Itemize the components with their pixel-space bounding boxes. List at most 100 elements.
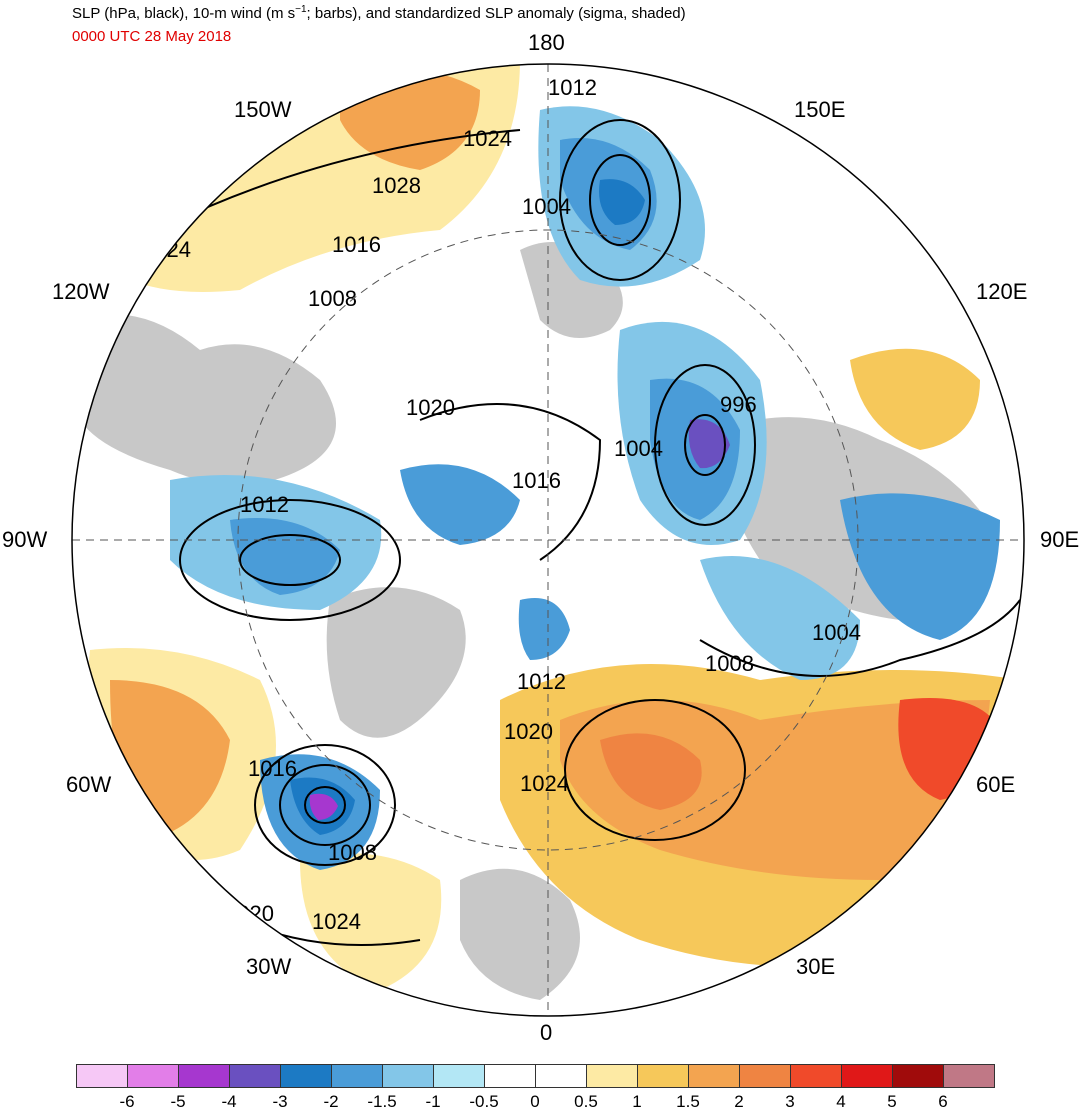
colorbar-swatch <box>892 1064 944 1088</box>
isobar-label: 1020 <box>225 901 274 926</box>
colorbar-tick-label: -5 <box>170 1092 186 1111</box>
anomaly-east-siberia <box>850 348 980 450</box>
anomaly-kamchatka-core <box>599 179 645 225</box>
isobar-label: 1008 <box>308 286 357 311</box>
lon-label-30w: 30W <box>246 954 292 979</box>
isobar-canada-1 <box>179 499 401 621</box>
lon-label-60e: 60E <box>976 772 1016 797</box>
isobar-label: 1012 <box>517 669 566 694</box>
isobar-label: 1016 <box>332 232 381 257</box>
map-disk: 1012 1024 1028 1004 1024 1016 1008 1020 … <box>72 64 1024 1016</box>
isobar-kamchatka-2 <box>589 154 651 246</box>
land-north-america <box>80 314 336 485</box>
colorbar-swatch <box>586 1064 638 1088</box>
colorbar-swatch <box>841 1064 893 1088</box>
colorbar-swatch <box>535 1064 587 1088</box>
lon-label-90e: 90E <box>1040 527 1080 552</box>
isobar-siberia-1 <box>654 364 756 526</box>
colorbar-tick-label: -3 <box>272 1092 288 1111</box>
lon-label-150e: 150E <box>794 97 846 122</box>
colorbar-tick-label: 5 <box>887 1092 897 1111</box>
anomaly-mid-atlantic <box>300 853 442 990</box>
lon-label-30e: 30E <box>796 954 836 979</box>
colorbar-swatch <box>331 1064 383 1088</box>
isobar-label: 1008 <box>705 651 754 676</box>
anomaly-kara-sea <box>700 556 860 680</box>
colorbar-swatch <box>943 1064 995 1088</box>
colorbar-swatch <box>127 1064 179 1088</box>
colorbar-tick-label: -2 <box>323 1092 339 1111</box>
title-superscript: −1 <box>295 4 307 15</box>
colorbar-swatch <box>178 1064 230 1088</box>
colorbar-tick-label: 3 <box>785 1092 795 1111</box>
anomaly-scandinavia-core <box>600 733 702 810</box>
isobar-label: 1008 <box>328 840 377 865</box>
lon-label-120e: 120E <box>976 279 1028 304</box>
colorbar-tick-label: 2 <box>734 1092 744 1111</box>
negative-anomalies <box>170 106 1000 870</box>
colorbar-swatch <box>280 1064 332 1088</box>
isobar-label: 1012 <box>548 75 597 100</box>
lon-label-0: 0 <box>540 1020 553 1045</box>
isobar-kamchatka-1 <box>559 119 681 281</box>
colorbar-swatch <box>229 1064 281 1088</box>
anomaly-central-siberia <box>840 493 1000 640</box>
isobar-atlantic-3 <box>304 786 346 824</box>
colorbar-tick-label: -1.5 <box>367 1092 397 1111</box>
isobar-label: 1024 <box>142 237 191 262</box>
isobar-canada-2 <box>239 534 341 586</box>
colorbar-swatch <box>790 1064 842 1088</box>
colorbar-tick-label: 1.5 <box>676 1092 700 1111</box>
anomaly-greenland-sea <box>518 598 570 660</box>
colorbar-tick-label: -4 <box>221 1092 237 1111</box>
valid-time: 0000 UTC 28 May 2018 <box>72 28 232 45</box>
isobar-scandinavia <box>564 699 746 841</box>
lon-label-60w: 60W <box>66 772 112 797</box>
isobar-label: 1004 <box>812 620 861 645</box>
anomaly-atlantic-low-core <box>309 793 338 820</box>
colorbar-tick-label: 1 <box>632 1092 642 1111</box>
colorbar-swatch <box>382 1064 434 1088</box>
colorbar-swatch <box>739 1064 791 1088</box>
isobar-label: 1020 <box>504 719 553 744</box>
isobar-label: 1028 <box>372 173 421 198</box>
anomaly-siberia-core <box>688 419 730 469</box>
isobar-label: 1016 <box>248 756 297 781</box>
lon-label-120w: 120W <box>52 279 110 304</box>
title-line1-a: SLP (hPa, black), 10-m wind (m s <box>72 5 296 22</box>
isobar-label: 1024 <box>520 771 569 796</box>
isobar-siberia-2 <box>684 414 726 476</box>
polar-map: 1012 1024 1028 1004 1024 1016 1008 1020 … <box>71 63 1025 1017</box>
isobar-label: 1004 <box>614 436 663 461</box>
isobar-label: 1004 <box>522 194 571 219</box>
map-boundary <box>71 63 1025 1017</box>
colorbar-swatch <box>433 1064 485 1088</box>
graticule <box>72 64 1024 1016</box>
isobar-label: 1020 <box>406 395 455 420</box>
colorbar-swatch <box>76 1064 128 1088</box>
title-line1-b: ; barbs), and standardized SLP anomaly (… <box>306 5 686 22</box>
colorbar-tick-label: 0.5 <box>574 1092 598 1111</box>
isobar-arctic <box>419 403 602 561</box>
lon-label-180: 180 <box>528 30 565 55</box>
land-greenland <box>326 587 466 738</box>
colorbar-swatch <box>688 1064 740 1088</box>
lon-label-90w: 90W <box>2 527 48 552</box>
colorbar-tick-label: -6 <box>119 1092 135 1111</box>
isobar-atlantic-2 <box>279 764 371 846</box>
isobar-label: 1024 <box>312 909 361 934</box>
isobar-kara <box>699 599 1021 677</box>
lon-label-150w: 150W <box>234 97 292 122</box>
isobar-label: 1012 <box>240 492 289 517</box>
colorbar-tick-label: 4 <box>836 1092 846 1111</box>
isobar-label: 1016 <box>512 468 561 493</box>
figure-title: SLP (hPa, black), 10-m wind (m s−1; barb… <box>72 4 686 22</box>
parallel-60n <box>237 229 859 851</box>
isobar-label: 1024 <box>463 126 512 151</box>
isobar-atlantic-1 <box>254 744 396 866</box>
anomaly-colorbar <box>76 1064 995 1088</box>
isobars <box>119 119 1021 946</box>
anomaly-archipelago <box>400 464 520 545</box>
colorbar-swatch <box>637 1064 689 1088</box>
colorbar-tick-label: 6 <box>938 1092 948 1111</box>
